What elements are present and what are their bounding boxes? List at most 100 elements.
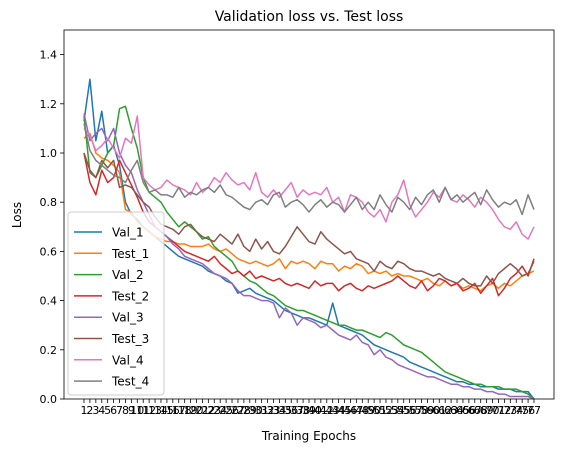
x-tick-label: 6 xyxy=(110,404,117,417)
x-tick-label: 56 xyxy=(403,404,417,417)
x-tick-label: 9 xyxy=(128,404,135,417)
legend-label: Test_2 xyxy=(111,289,149,303)
series-line-test-4 xyxy=(83,123,535,216)
x-tick-label: 23 xyxy=(207,404,221,417)
x-tick-label: 57 xyxy=(409,404,423,417)
x-tick-label: 1 xyxy=(81,404,88,417)
x-tick-label: 17 xyxy=(172,404,186,417)
x-tick-label: 68 xyxy=(474,404,488,417)
x-tick-label: 12 xyxy=(142,404,156,417)
x-tick-label: 26 xyxy=(225,404,239,417)
x-tick-label: 29 xyxy=(243,404,257,417)
plot-frame xyxy=(63,29,555,400)
x-tick-label: 43 xyxy=(326,404,340,417)
y-tick-label: 0.8 xyxy=(40,196,58,209)
legend-label: Test_4 xyxy=(111,375,149,389)
x-tick-label: 52 xyxy=(379,404,393,417)
x-tick-label: 2 xyxy=(86,404,93,417)
legend-label: Val_1 xyxy=(112,226,144,240)
x-tick-label: 14 xyxy=(154,404,168,417)
x-tick-label: 61 xyxy=(432,404,446,417)
x-tick-label: 73 xyxy=(503,404,517,417)
x-tick-label: 15 xyxy=(160,404,174,417)
x-tick-label: 13 xyxy=(148,404,162,417)
x-tick-label: 44 xyxy=(332,404,346,417)
x-tick-label: 72 xyxy=(497,404,511,417)
x-tick-label: 24 xyxy=(213,404,227,417)
legend-box xyxy=(67,211,165,396)
legend-label: Test_1 xyxy=(111,247,149,261)
x-tick-label: 70 xyxy=(486,404,500,417)
x-tick-label: 60 xyxy=(426,404,440,417)
x-tick-label: 33 xyxy=(266,404,280,417)
y-tick-label: 0.2 xyxy=(40,344,58,357)
x-tick-label: 25 xyxy=(219,404,233,417)
x-tick-label: 55 xyxy=(397,404,411,417)
x-tick-label: 19 xyxy=(184,404,198,417)
x-tick-label: 50 xyxy=(367,404,381,417)
x-tick-label: 48 xyxy=(355,404,369,417)
x-tick-label: 41 xyxy=(314,404,328,417)
y-axis-label: Loss xyxy=(10,202,24,228)
y-tick-label: 0.6 xyxy=(40,245,58,258)
x-tick-label: 66 xyxy=(462,404,476,417)
x-tick-label: 49 xyxy=(361,404,375,417)
legend: Val_1 Test_1 Val_2 Test_2 Val_3 Test_3 Val_4 Te… xyxy=(67,211,165,396)
y-tick-label: 1.2 xyxy=(40,98,58,111)
y-tick-label: 0.0 xyxy=(40,393,58,406)
x-tick-label: 64 xyxy=(450,404,464,417)
x-tick-label: 67 xyxy=(468,404,482,417)
legend-label: Val_2 xyxy=(112,268,144,282)
x-tick-label: 53 xyxy=(385,404,399,417)
x-tick-label: 11 xyxy=(136,404,150,417)
y-tick-label: 1.0 xyxy=(40,147,58,160)
x-tick-label: 39 xyxy=(302,404,316,417)
x-tick-label: 77 xyxy=(527,404,541,417)
x-tick-label: 47 xyxy=(349,404,363,417)
x-tick-label: 36 xyxy=(284,404,298,417)
x-tick-label: 74 xyxy=(509,404,523,417)
x-tick-label: 34 xyxy=(272,404,286,417)
x-tick-label: 58 xyxy=(415,404,429,417)
x-tick-label: 10 xyxy=(130,404,144,417)
x-tick-label: 3 xyxy=(92,404,99,417)
y-tick-label: 1.4 xyxy=(40,49,58,62)
series-line-val-4 xyxy=(83,115,535,240)
legend-label: Val_4 xyxy=(112,353,144,367)
legend-label: Test_3 xyxy=(111,332,149,346)
x-tick-label: 8 xyxy=(122,404,129,417)
x-tick-label: 38 xyxy=(296,404,310,417)
x-tick-label: 46 xyxy=(343,404,357,417)
x-tick-label: 69 xyxy=(480,404,494,417)
x-tick-label: 4 xyxy=(98,404,105,417)
x-tick-label: 22 xyxy=(201,404,215,417)
x-tick-label: 32 xyxy=(261,404,275,417)
x-tick-label: 54 xyxy=(391,404,405,417)
x-tick-label: 20 xyxy=(190,404,204,417)
series-line-val-2 xyxy=(83,105,535,400)
x-tick-label: 42 xyxy=(320,404,334,417)
x-tick-label: 75 xyxy=(515,404,529,417)
x-tick-label: 40 xyxy=(308,404,322,417)
x-tick-label: 31 xyxy=(255,404,269,417)
axis-layer: 0.00.20.40.60.81.01.21.41234567891011121… xyxy=(40,49,542,417)
x-tick-label: 45 xyxy=(338,404,352,417)
y-tick-label: 0.4 xyxy=(40,295,58,308)
x-tick-label: 59 xyxy=(420,404,434,417)
legend-label: Val_3 xyxy=(112,311,144,325)
x-tick-label: 76 xyxy=(521,404,535,417)
x-tick-label: 35 xyxy=(278,404,292,417)
x-tick-label: 62 xyxy=(438,404,452,417)
x-tick-label: 51 xyxy=(373,404,387,417)
x-tick-label: 16 xyxy=(166,404,180,417)
x-tick-label: 30 xyxy=(249,404,263,417)
x-axis-label: Training Epochs xyxy=(261,429,356,443)
x-tick-label: 65 xyxy=(456,404,470,417)
x-tick-label: 37 xyxy=(290,404,304,417)
x-tick-label: 18 xyxy=(178,404,192,417)
x-tick-label: 7 xyxy=(116,404,123,417)
x-tick-label: 71 xyxy=(491,404,505,417)
x-tick-label: 28 xyxy=(237,404,251,417)
x-tick-label: 5 xyxy=(104,404,111,417)
